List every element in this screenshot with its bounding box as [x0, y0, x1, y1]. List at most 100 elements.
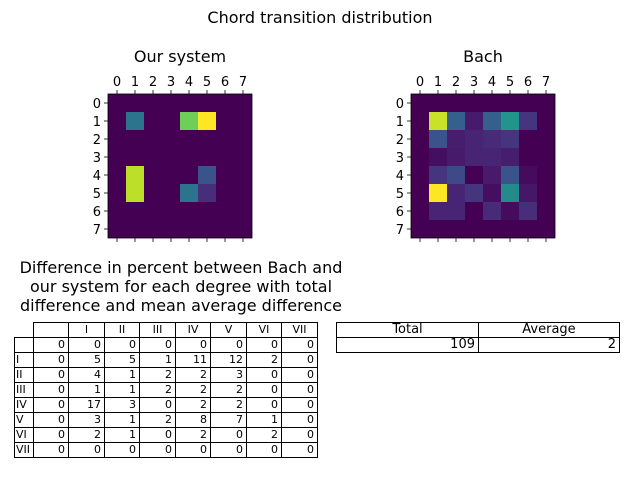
table-cell: 0 — [139, 397, 177, 413]
bach-x-tick-label: 3 — [470, 75, 478, 90]
our-system-cell — [126, 220, 144, 238]
our-system-cell — [144, 202, 162, 220]
table-cell: 1 — [104, 412, 141, 428]
table-cell: 7 — [210, 412, 248, 428]
our-system-cell — [180, 166, 198, 184]
our-system-cell — [108, 112, 126, 130]
bach-cell — [465, 112, 483, 130]
bach-cell — [465, 166, 483, 184]
row-label: I — [13, 352, 35, 368]
bach-cell — [465, 184, 483, 202]
our-system-cell — [216, 166, 234, 184]
bach-cell — [501, 148, 519, 166]
table-cell: 8 — [175, 412, 212, 428]
bach-cell — [447, 148, 465, 166]
column-header: VII — [281, 322, 319, 338]
bach-cell — [483, 166, 501, 184]
table-cell: 5 — [68, 352, 106, 368]
our-system-cell — [234, 130, 252, 148]
table-cell: 0 — [33, 382, 70, 398]
table-cell: 0 — [281, 382, 319, 398]
bach-cell — [411, 184, 429, 202]
our-system-cell — [234, 94, 252, 112]
our-system-cell — [144, 130, 162, 148]
bach-cell — [447, 184, 465, 202]
bach-cell — [465, 220, 483, 238]
bach-cell — [411, 112, 429, 130]
our-system-cell — [180, 112, 198, 130]
row-label: VII — [13, 442, 35, 458]
our-system-cell — [216, 94, 234, 112]
our-system-x-tick-label: 4 — [185, 75, 193, 90]
table-cell: 0 — [104, 442, 141, 458]
table-cell: 11 — [175, 352, 212, 368]
our-system-frame — [107, 93, 253, 239]
table-cell: 2 — [175, 367, 212, 383]
bach-cell — [519, 112, 537, 130]
bach-cell — [519, 94, 537, 112]
column-header: I — [68, 322, 106, 338]
table-cell: 3 — [210, 367, 248, 383]
bach-cell — [501, 130, 519, 148]
table-cell: 0 — [281, 412, 319, 428]
table-cell: 2 — [139, 367, 177, 383]
our-system-cell — [198, 130, 216, 148]
bach-cell — [429, 112, 447, 130]
table-cell: 2 — [175, 427, 212, 443]
summary-row: 109 2 — [336, 337, 620, 353]
bach-cell — [483, 184, 501, 202]
our-system-cell — [198, 202, 216, 220]
column-header: V — [210, 322, 248, 338]
bach-cell — [411, 94, 429, 112]
our-system-y-tick-label: 3 — [93, 151, 101, 166]
table-cell: 0 — [139, 337, 177, 353]
summary-cell: 2 — [478, 337, 620, 353]
chart-title-our-system: Our system — [133, 47, 227, 66]
our-system-cell — [162, 220, 180, 238]
table-row: III 0 1 1 2 2 2 0 0 — [13, 382, 319, 398]
our-system-x-tick-label: 6 — [221, 75, 229, 90]
bach-y-tick-label: 1 — [396, 115, 404, 130]
table-cell: 0 — [210, 427, 248, 443]
column-header: IV — [175, 322, 212, 338]
table-cell: 0 — [281, 397, 319, 413]
bach-cell — [429, 220, 447, 238]
bach-x-tick-label: 2 — [452, 75, 460, 90]
table-cell: 0 — [246, 382, 283, 398]
bach-cell — [501, 202, 519, 220]
our-system-x-tick-label: 3 — [167, 75, 175, 90]
our-system-cell — [198, 94, 216, 112]
bach-cell — [411, 202, 429, 220]
table-cell: 0 — [246, 397, 283, 413]
bach-cell — [501, 94, 519, 112]
table-cell: 0 — [246, 337, 283, 353]
difference-table-title: Difference in percent between Bach and ou… — [0, 258, 362, 315]
table-cell: 3 — [68, 412, 106, 428]
bach-cell — [465, 148, 483, 166]
our-system-y-tick-label: 2 — [93, 133, 101, 148]
bach-y-tick-label: 4 — [396, 169, 404, 184]
our-system-y-tick-label: 1 — [93, 115, 101, 130]
bach-cell — [411, 130, 429, 148]
bach-x-tick-label: 6 — [524, 75, 532, 90]
our-system-cell — [162, 94, 180, 112]
our-system-cell — [180, 202, 198, 220]
our-system-cell — [234, 202, 252, 220]
table-cell: 0 — [246, 367, 283, 383]
our-system-cell — [126, 184, 144, 202]
our-system-cell — [108, 94, 126, 112]
bach-cell — [519, 130, 537, 148]
bach-x-tick-label: 0 — [416, 75, 424, 90]
table-cell: 0 — [68, 442, 106, 458]
our-system-y-tick-label: 0 — [93, 97, 101, 112]
our-system-cell — [162, 130, 180, 148]
our-system-cell — [108, 202, 126, 220]
table-cell: 2 — [175, 382, 212, 398]
our-system-cell — [216, 220, 234, 238]
our-system-cell — [180, 130, 198, 148]
column-header: VI — [246, 322, 283, 338]
our-system-cell — [144, 112, 162, 130]
bach-cell — [429, 94, 447, 112]
table-cell: 0 — [68, 337, 106, 353]
